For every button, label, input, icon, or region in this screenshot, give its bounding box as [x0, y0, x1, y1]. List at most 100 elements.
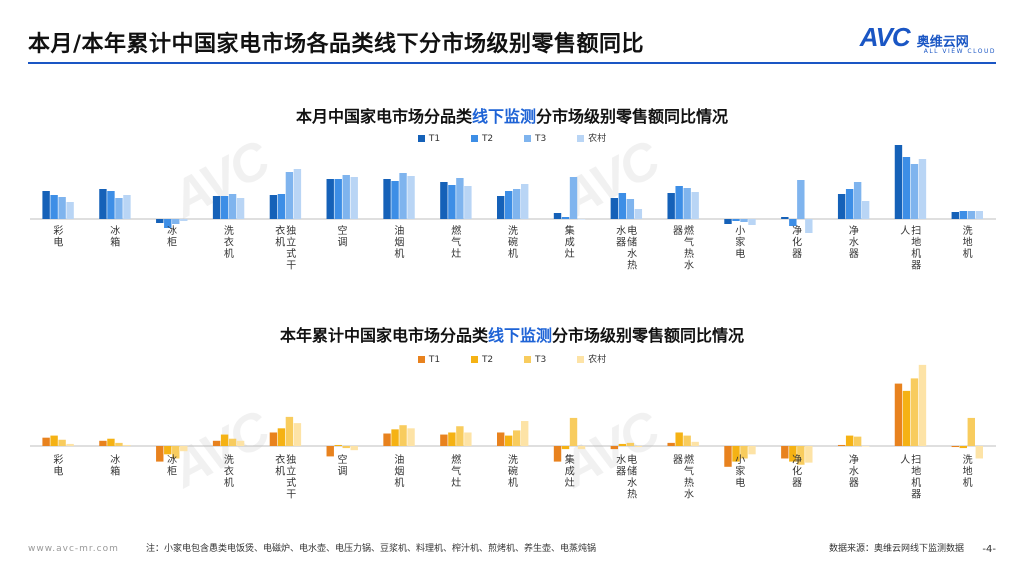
- bar-T3-洗碗机: [513, 430, 521, 446]
- footer-website: www.avc-mr.com: [28, 544, 119, 554]
- x-tick-label: 小家电: [735, 225, 745, 260]
- bar-T1-洗碗机: [497, 196, 505, 219]
- bar-T2-电储水热水器: [618, 193, 627, 219]
- x-tick-label: 洗衣机: [224, 454, 234, 489]
- bar-T3-集成灶: [569, 177, 578, 219]
- bar-T2-净水器: [845, 435, 854, 446]
- bar-农村-电储水热水器: [634, 446, 643, 448]
- bar-T1-净化器: [781, 446, 789, 459]
- chart1-plot: 彩电 冰箱 冰柜 洗衣机 独立式干衣机 空调 油烟机 燃气灶 洗碗机 集成灶 电储水热水器 燃气热水器…: [30, 145, 996, 272]
- page-title: 本月/本年累计中国家电市场各品类线下分市场级别零售额同比: [28, 32, 645, 57]
- bar-T2-油烟机: [391, 181, 399, 219]
- x-tick-label: 冰柜: [167, 224, 177, 249]
- chart2-title-post: 分市场级别零售额同比情况: [552, 326, 745, 345]
- x-tick-label: 燃气热水器: [673, 453, 694, 501]
- bar-T3-电储水热水器: [626, 442, 635, 446]
- bar-T3-小家电: [740, 219, 748, 222]
- bar-农村-油烟机: [407, 176, 415, 219]
- bar-T3-净水器: [853, 182, 862, 219]
- bar-T1-洗衣机: [212, 196, 221, 219]
- bar-农村-冰箱: [123, 195, 131, 219]
- bar-农村-独立式干衣机: [293, 423, 302, 446]
- bar-T1-燃气灶: [440, 182, 448, 219]
- legend-label: T2: [481, 355, 494, 365]
- bar-T2-油烟机: [391, 429, 399, 446]
- logo-cn: 奥维云网: [916, 35, 969, 50]
- logo-en: ALL VIEW CLOUD: [923, 48, 996, 55]
- bar-农村-洗地机: [975, 211, 983, 219]
- x-tick-label: 彩电: [53, 225, 63, 249]
- bar-T2-集成灶: [561, 217, 570, 219]
- bar-T2-洗衣机: [220, 196, 229, 219]
- bar-T1-冰箱: [99, 189, 107, 219]
- bar-T2-净水器: [845, 189, 854, 219]
- bar-T3-扫地机器人: [910, 164, 919, 219]
- bar-T2-净化器: [789, 219, 797, 226]
- bar-T3-燃气热水器: [683, 188, 691, 219]
- bar-T3-电储水热水器: [626, 199, 635, 219]
- bar-T2-洗地机: [959, 446, 967, 449]
- chart1-legend-item: T3: [524, 134, 546, 144]
- bar-农村-燃气灶: [464, 432, 472, 446]
- bar-T2-洗地机: [959, 211, 967, 219]
- bar-T1-独立式干衣机: [269, 432, 278, 446]
- bar-农村-洗衣机: [236, 440, 245, 446]
- bar-T1-冰箱: [99, 440, 107, 446]
- bar-农村-燃气热水器: [691, 441, 699, 446]
- bar-T3-彩电: [58, 439, 66, 446]
- x-tick-label: 油烟机: [394, 453, 404, 489]
- bar-T1-燃气灶: [440, 434, 448, 446]
- bar-T2-净化器: [789, 446, 797, 462]
- bar-T1-洗碗机: [497, 432, 505, 446]
- bar-T1-油烟机: [383, 179, 391, 219]
- bar-T3-冰柜: [172, 446, 180, 459]
- bar-T1-空调: [326, 446, 334, 457]
- bar-T3-集成灶: [569, 417, 578, 446]
- bar-T3-洗衣机: [228, 438, 237, 446]
- bar-农村-洗地机: [975, 446, 983, 459]
- footer-source: 数据来源：奥维云网线下监测数据: [828, 544, 964, 554]
- bar-T3-彩电: [58, 197, 66, 219]
- bar-农村-油烟机: [407, 428, 415, 446]
- x-tick-label: 独立式干衣机: [275, 453, 296, 501]
- x-tick-label: 冰箱: [110, 453, 120, 478]
- bar-T1-空调: [326, 179, 334, 219]
- x-tick-label: 独立式干衣机: [275, 224, 296, 272]
- bar-T3-油烟机: [399, 173, 407, 219]
- chart2-legend-item: T2: [470, 355, 494, 365]
- legend-label: T3: [535, 134, 547, 144]
- x-tick-label: 电储水热水器: [616, 453, 637, 501]
- chart1-legend-item: 农村: [577, 131, 606, 144]
- chart2-title-highlight: 线下监测: [487, 326, 552, 345]
- bar-T2-独立式干衣机: [277, 194, 286, 219]
- chart2-legend-item: 农村: [577, 352, 606, 365]
- bar-T3-油烟机: [399, 425, 407, 446]
- bar-农村-小家电: [748, 446, 756, 455]
- bar-T3-净化器: [797, 180, 805, 219]
- bar-农村-彩电: [66, 202, 74, 219]
- bar-T1-小家电: [724, 446, 732, 467]
- bar-T1-扫地机器人: [894, 383, 903, 446]
- bar-T3-小家电: [740, 446, 748, 459]
- bar-T1-冰柜: [156, 446, 164, 462]
- x-tick-label: 彩电: [53, 454, 63, 478]
- bar-农村-小家电: [748, 219, 756, 225]
- bar-农村-扫地机器人: [918, 364, 927, 446]
- page-number: -4-: [982, 544, 996, 555]
- bar-T1-冰柜: [156, 219, 164, 223]
- chart2-legend: T1 T2 T3 农村: [0, 352, 1024, 365]
- chart1-title-pre: 本月中国家电市场分品类: [295, 107, 472, 126]
- bar-T2-燃气热水器: [675, 432, 683, 446]
- bar-T3-净水器: [853, 436, 862, 446]
- bar-T2-燃气灶: [448, 432, 456, 446]
- bar-农村-净水器: [861, 201, 870, 219]
- bar-T3-空调: [342, 446, 350, 449]
- x-tick-label: 燃气热水器: [673, 224, 694, 272]
- bar-T2-彩电: [50, 435, 58, 446]
- bar-T2-洗衣机: [220, 434, 229, 446]
- bar-T3-洗衣机: [228, 194, 237, 219]
- legend-label: T1: [428, 134, 441, 144]
- legend-label: 农村: [588, 134, 607, 144]
- bar-T3-燃气灶: [456, 178, 464, 219]
- legend-label: T2: [481, 134, 494, 144]
